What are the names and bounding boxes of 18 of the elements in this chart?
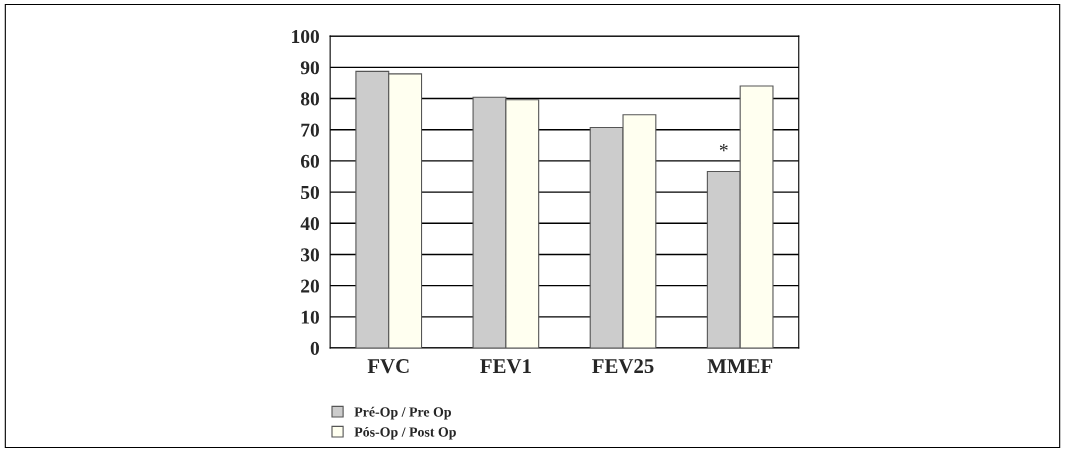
legend-label: Pré-Op / Pre Op <box>354 406 451 420</box>
y-tick-label: 90 <box>300 61 319 75</box>
y-tick-label: 0 <box>310 341 319 355</box>
annotation: * <box>719 144 728 152</box>
y-tick-label: 60 <box>300 154 319 168</box>
x-tick-label: FEV25 <box>592 359 654 374</box>
y-tick-label: 40 <box>300 217 319 231</box>
y-tick-label: 10 <box>301 310 319 324</box>
x-tick-label: MMEF <box>707 359 773 373</box>
y-tick-label: 20 <box>301 279 319 293</box>
x-tick-label: FVC <box>367 359 409 374</box>
y-tick-label: 70 <box>301 123 319 137</box>
y-tick-label: 80 <box>300 92 319 106</box>
y-tick-label: 100 <box>292 29 319 44</box>
legend-label: Pós-Op / Post Op <box>354 426 456 440</box>
y-tick-label: 50 <box>301 185 319 200</box>
x-tick-label: FEV1 <box>480 359 531 374</box>
y-tick-label: 30 <box>301 248 319 262</box>
